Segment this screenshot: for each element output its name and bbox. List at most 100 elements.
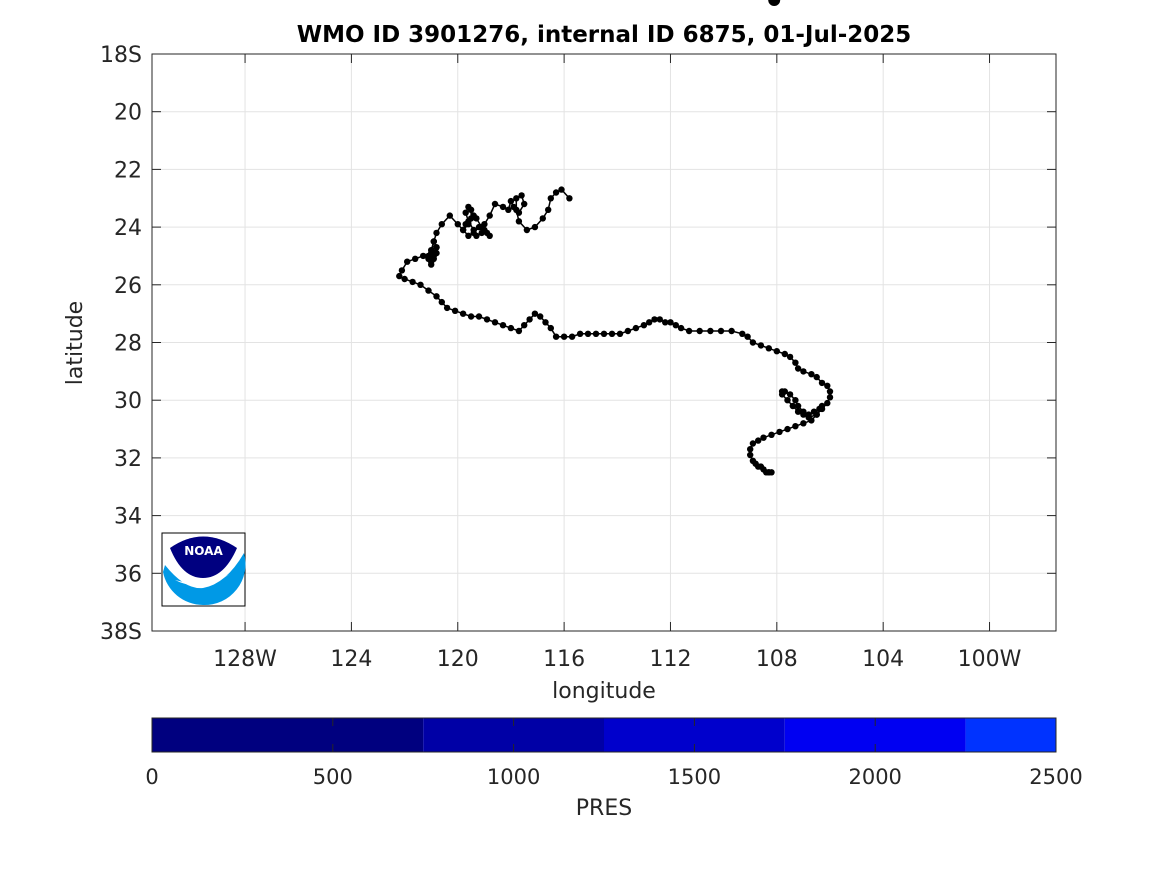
profile-point	[433, 229, 440, 237]
profile-point	[507, 324, 515, 332]
profile-point	[651, 316, 658, 323]
y-tick-label: 30	[114, 389, 142, 414]
profile-point	[552, 189, 560, 196]
profile-point	[592, 330, 600, 337]
profile-point	[786, 391, 794, 398]
profile-point	[707, 327, 714, 335]
x-tick-label: 116	[543, 647, 585, 672]
x-tick-label: 128W	[213, 647, 277, 672]
profile-point	[558, 186, 565, 193]
profile-point	[560, 333, 568, 340]
profile-point	[433, 293, 440, 300]
profile-point	[531, 310, 539, 317]
profile-point	[428, 261, 435, 268]
profile-point	[789, 402, 796, 410]
profile-point	[505, 206, 512, 213]
profile-point	[475, 313, 483, 320]
profile-point	[749, 339, 757, 346]
profile-point	[521, 322, 528, 329]
colorbar: 0 500 1000 1500 2000 2500 PRES	[145, 717, 1083, 821]
profile-point	[443, 304, 451, 312]
x-tick-label: 108	[756, 647, 798, 672]
colorbar-tick-label: 1500	[668, 765, 721, 789]
profile-point	[765, 345, 772, 352]
colorbar-ticks: 0 500 1000 1500 2000 2500	[145, 718, 1083, 789]
y-tick-label: 32	[114, 447, 142, 472]
profile-point	[451, 307, 459, 314]
profile-point	[483, 316, 491, 323]
profile-point	[792, 359, 799, 366]
profile-point	[417, 281, 424, 288]
profile-point	[739, 330, 746, 337]
profile-point	[717, 327, 725, 335]
colorbar-tick-label: 2500	[1029, 765, 1082, 789]
profile-point	[792, 397, 799, 404]
profile-point	[755, 437, 762, 444]
profile-point	[430, 238, 437, 245]
profile-point	[794, 365, 802, 372]
profile-point	[401, 275, 408, 283]
profile-point	[600, 330, 608, 337]
profile-point	[537, 313, 544, 320]
profile-point	[805, 411, 812, 418]
profile-point	[491, 200, 499, 208]
profile-point	[420, 252, 427, 260]
profile-point	[646, 319, 653, 326]
profile-point	[446, 212, 453, 219]
profile-point	[813, 411, 820, 418]
x-tick-label: 112	[649, 647, 691, 672]
profile-point	[552, 333, 560, 340]
profile-point	[513, 195, 520, 202]
profile-point	[526, 316, 533, 323]
profile-point	[728, 327, 735, 335]
profile-point	[794, 408, 802, 415]
profile-point	[808, 371, 815, 378]
profile-point	[826, 394, 834, 401]
profile-point	[515, 209, 523, 216]
profile-point	[486, 232, 493, 239]
profile-point	[813, 373, 820, 381]
profile-point	[818, 405, 826, 413]
profile-point	[396, 272, 403, 280]
profile-point	[475, 223, 483, 231]
y-tick-label: 24	[114, 216, 142, 241]
colorbar-segments	[152, 718, 1056, 752]
profile-point	[624, 327, 632, 335]
profile-point	[818, 379, 826, 387]
profile-point	[491, 319, 499, 326]
profile-point	[672, 322, 679, 329]
profile-point	[531, 223, 539, 231]
profile-point	[515, 327, 523, 335]
profile-point	[430, 255, 437, 262]
profile-point	[518, 192, 525, 199]
profile-point	[824, 399, 831, 407]
profile-point	[547, 324, 554, 332]
profile-point	[510, 203, 517, 211]
profile-point	[507, 197, 515, 205]
profile-point	[470, 229, 477, 237]
profile-point	[584, 330, 592, 337]
profile-point	[744, 333, 751, 340]
float-track	[396, 0, 834, 476]
profile-point	[632, 324, 640, 332]
profile-point	[539, 215, 546, 222]
profile-point	[404, 258, 411, 265]
x-axis-label: longitude	[552, 679, 656, 704]
profile-point	[760, 434, 767, 441]
profile-point	[696, 327, 703, 335]
profile-point	[765, 469, 772, 476]
profile-point	[794, 402, 802, 410]
y-tick-label: 20	[114, 101, 142, 126]
profile-point	[412, 255, 419, 262]
profile-point	[792, 423, 799, 430]
x-tick-label: 104	[862, 647, 904, 672]
profile-point	[824, 382, 831, 389]
colorbar-segment	[965, 718, 1056, 752]
profile-point	[467, 313, 475, 320]
profile-point	[499, 203, 507, 211]
profile-point	[465, 232, 472, 239]
profile-point	[757, 342, 765, 349]
profile-point	[662, 319, 669, 326]
profile-point	[438, 298, 445, 306]
